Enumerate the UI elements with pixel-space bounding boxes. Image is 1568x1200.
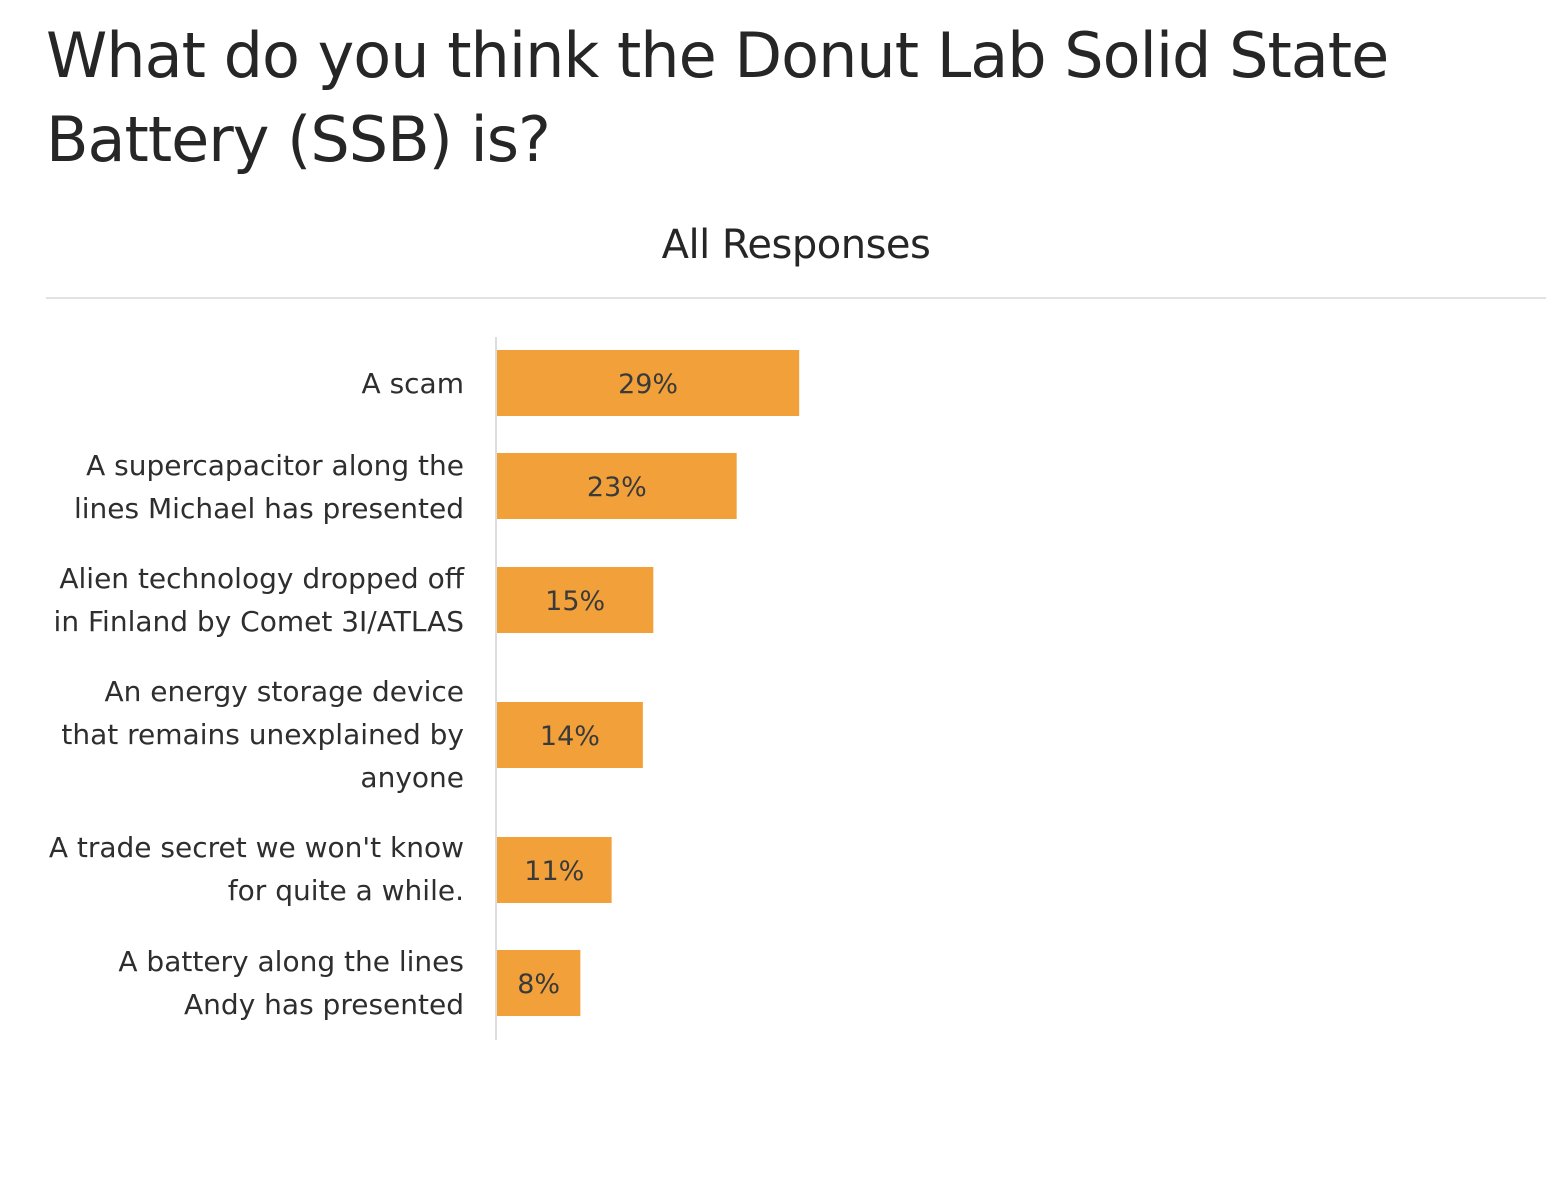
bar-value-label-2: 23% <box>587 472 647 503</box>
bar-value-label-3: 15% <box>545 586 605 617</box>
bar-4 <box>497 702 643 768</box>
bar-3 <box>497 567 654 633</box>
header-divider <box>46 297 1546 299</box>
bar-value-label-1: 29% <box>618 369 678 400</box>
question-title: What do you think the Donut Lab Solid St… <box>46 19 1389 176</box>
bar-1 <box>497 350 800 416</box>
category-label-trade-secret: A trade secret we won't know for quite a… <box>48 831 464 907</box>
bar-value-label-6: 8% <box>517 969 560 1000</box>
bar-5 <box>497 837 612 903</box>
category-label-a-scam: A scam <box>361 367 464 400</box>
bar-2 <box>497 453 737 519</box>
chart-subtitle: All Responses <box>661 222 931 268</box>
category-label-alien-technology: Alien technology dropped off in Finland … <box>53 562 464 638</box>
bar-value-label-4: 14% <box>540 721 600 752</box>
bar-6 <box>497 950 581 1016</box>
bar-value-label-5: 11% <box>524 856 584 887</box>
category-label-supercapacitor: A supercapacitor along the lines Michael… <box>74 449 464 525</box>
category-label-battery-andy: A battery along the lines Andy has prese… <box>118 945 464 1021</box>
category-label-energy-storage-device: An energy storage device that remains un… <box>61 675 464 794</box>
